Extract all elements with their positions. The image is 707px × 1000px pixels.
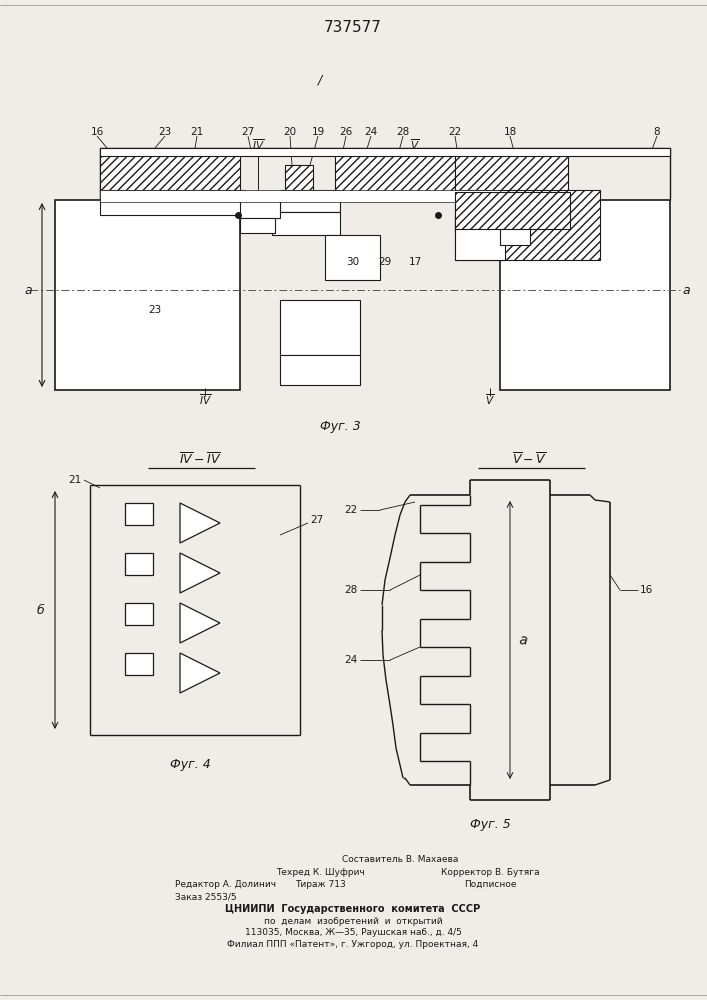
Text: 21: 21	[190, 127, 204, 137]
Bar	[240, 218, 275, 233]
Text: $\overline{V}-\overline{V}$: $\overline{V}-\overline{V}$	[513, 452, 548, 468]
Text: 24: 24	[364, 127, 378, 137]
Text: /: /	[318, 74, 322, 87]
Bar	[455, 220, 505, 260]
Text: 23: 23	[148, 305, 162, 315]
Text: 8: 8	[654, 127, 660, 137]
Text: ЦНИИПИ  Государственного  комитета  СССР: ЦНИИПИ Государственного комитета СССР	[226, 904, 481, 914]
Bar	[500, 200, 670, 390]
Text: $\overline{V}$: $\overline{V}$	[485, 393, 495, 407]
Bar	[103, 193, 238, 200]
Bar	[125, 603, 153, 625]
Text: Корректор В. Бутяга: Корректор В. Бутяга	[440, 868, 539, 877]
Text: 113035, Москва, Ж—35, Раушская наб., д. 4/5: 113035, Москва, Ж—35, Раушская наб., д. …	[245, 928, 462, 937]
Text: Фуг. 4: Фуг. 4	[170, 758, 211, 771]
Bar	[100, 190, 500, 202]
Bar	[280, 190, 340, 212]
Text: 19: 19	[311, 127, 325, 137]
Text: 18: 18	[503, 127, 517, 137]
Bar	[325, 235, 380, 280]
Bar	[100, 148, 670, 156]
Polygon shape	[180, 503, 220, 543]
Bar	[455, 155, 568, 192]
Text: 16: 16	[90, 127, 104, 137]
Text: 23: 23	[158, 127, 172, 137]
Text: 16: 16	[640, 585, 653, 595]
Bar	[455, 190, 600, 260]
Text: 30: 30	[346, 257, 360, 267]
Bar	[280, 355, 360, 385]
Text: Филиал ППП «Патент», г. Ужгород, ул. Проектная, 4: Филиал ППП «Патент», г. Ужгород, ул. Про…	[228, 940, 479, 949]
Polygon shape	[180, 553, 220, 593]
Text: Подписное: Подписное	[464, 880, 516, 889]
Text: по  делам  изобретений  и  открытий: по делам изобретений и открытий	[264, 917, 443, 926]
Text: 24: 24	[345, 655, 358, 665]
Text: $\overline{V}$: $\overline{V}$	[410, 138, 420, 152]
Text: 28: 28	[397, 127, 409, 137]
Text: Редактор А. Долинич: Редактор А. Долинич	[175, 880, 276, 889]
Text: 22: 22	[448, 127, 462, 137]
Bar	[500, 220, 530, 245]
Bar	[125, 653, 153, 675]
Bar	[240, 200, 280, 218]
Bar	[280, 300, 360, 355]
Bar	[100, 190, 245, 215]
Text: 28: 28	[345, 585, 358, 595]
Text: б: б	[36, 603, 44, 616]
Text: 29: 29	[378, 257, 392, 267]
Text: Тираж 713: Тираж 713	[295, 880, 346, 889]
Text: а: а	[518, 633, 528, 647]
Text: 21: 21	[69, 475, 82, 485]
Text: a: a	[24, 284, 32, 296]
Text: Заказ 2553/5: Заказ 2553/5	[175, 893, 237, 902]
Text: 737577: 737577	[324, 20, 382, 35]
Bar	[272, 212, 340, 235]
Text: 20: 20	[284, 127, 296, 137]
Text: 27: 27	[241, 127, 255, 137]
Bar	[455, 215, 500, 233]
Text: a: a	[682, 284, 689, 296]
Text: Составитель В. Махаева: Составитель В. Махаева	[341, 855, 458, 864]
Text: $\overline{IV}$: $\overline{IV}$	[199, 393, 211, 407]
Polygon shape	[180, 603, 220, 643]
Text: Техред К. Шуфрич: Техред К. Шуфрич	[276, 868, 364, 877]
Bar	[285, 165, 313, 192]
Text: 22: 22	[345, 505, 358, 515]
Bar	[55, 200, 240, 390]
Bar	[125, 503, 153, 525]
Text: Фуг. 5: Фуг. 5	[469, 818, 510, 831]
Text: $\overline{IV}-\overline{IV}$: $\overline{IV}-\overline{IV}$	[179, 452, 221, 468]
Bar	[125, 553, 153, 575]
Text: 17: 17	[409, 257, 421, 267]
Text: Фуг. 3: Фуг. 3	[320, 420, 361, 433]
Bar	[455, 192, 570, 229]
Polygon shape	[180, 653, 220, 693]
Text: 26: 26	[339, 127, 353, 137]
Text: $\overline{IV}$: $\overline{IV}$	[252, 138, 264, 152]
Bar	[100, 155, 240, 192]
Bar	[335, 155, 455, 192]
Text: 27: 27	[310, 515, 323, 525]
